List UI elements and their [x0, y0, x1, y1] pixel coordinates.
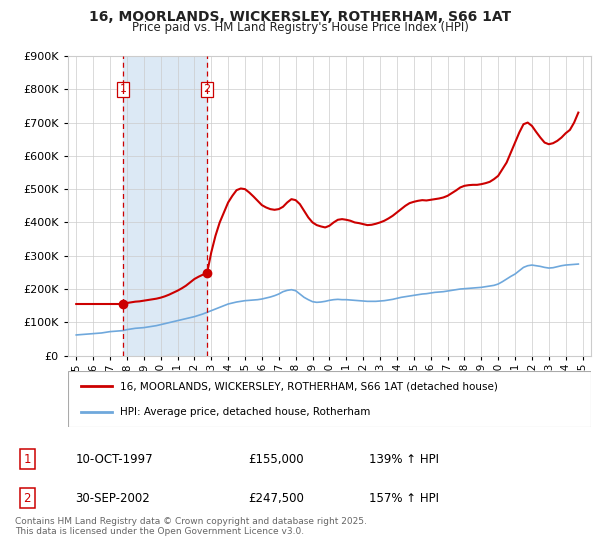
Text: £155,000: £155,000 — [248, 452, 304, 466]
Text: This data is licensed under the Open Government Licence v3.0.: This data is licensed under the Open Gov… — [15, 528, 304, 536]
Text: 30-SEP-2002: 30-SEP-2002 — [76, 492, 150, 505]
Text: 1: 1 — [23, 452, 31, 466]
Text: £247,500: £247,500 — [248, 492, 304, 505]
Text: 1: 1 — [119, 85, 127, 94]
Text: 10-OCT-1997: 10-OCT-1997 — [76, 452, 153, 466]
Text: 16, MOORLANDS, WICKERSLEY, ROTHERHAM, S66 1AT (detached house): 16, MOORLANDS, WICKERSLEY, ROTHERHAM, S6… — [120, 381, 498, 391]
Text: Price paid vs. HM Land Registry's House Price Index (HPI): Price paid vs. HM Land Registry's House … — [131, 21, 469, 34]
Text: 2: 2 — [23, 492, 31, 505]
Text: 157% ↑ HPI: 157% ↑ HPI — [369, 492, 439, 505]
Text: 16, MOORLANDS, WICKERSLEY, ROTHERHAM, S66 1AT: 16, MOORLANDS, WICKERSLEY, ROTHERHAM, S6… — [89, 10, 511, 24]
Bar — [123, 56, 207, 356]
Text: 2: 2 — [203, 85, 211, 94]
Text: HPI: Average price, detached house, Rotherham: HPI: Average price, detached house, Roth… — [120, 407, 370, 417]
Text: Contains HM Land Registry data © Crown copyright and database right 2025.: Contains HM Land Registry data © Crown c… — [15, 517, 367, 526]
Text: 139% ↑ HPI: 139% ↑ HPI — [369, 452, 439, 466]
